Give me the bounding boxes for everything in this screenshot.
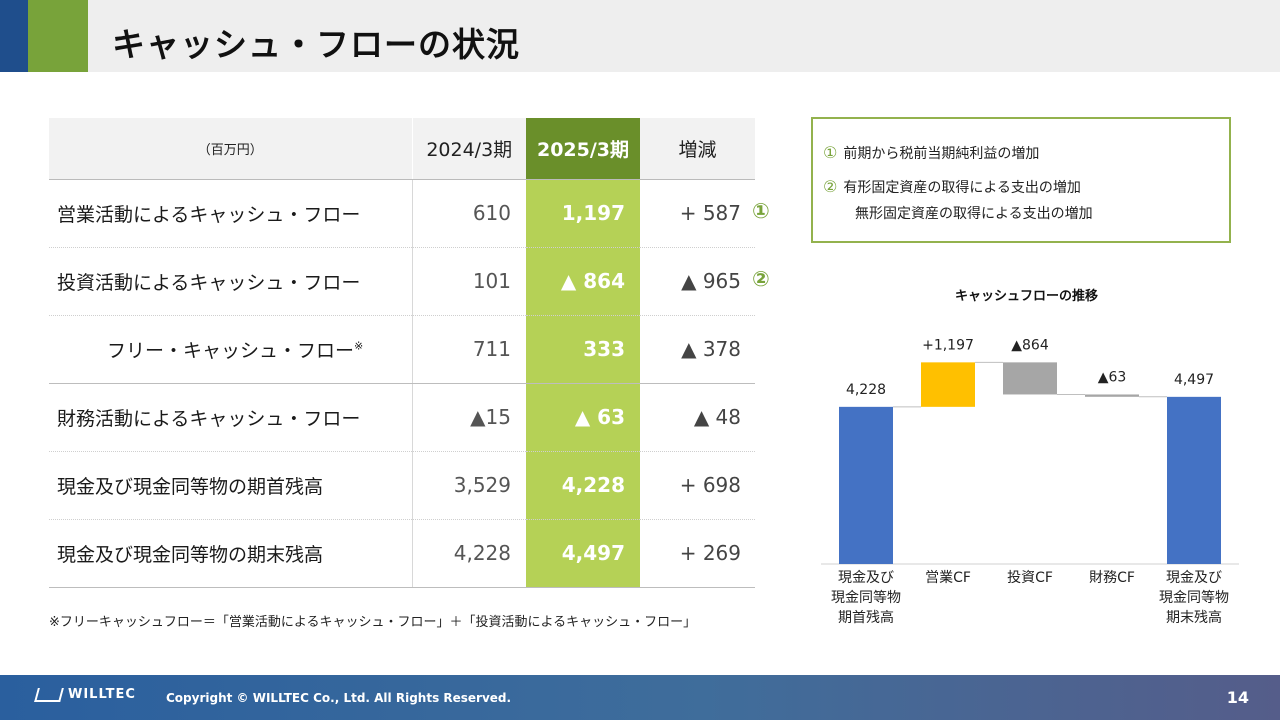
chart-bar [1167, 396, 1221, 564]
value-change: ▲ 378 [640, 315, 755, 384]
col-2024-header: 2024/3期 [411, 118, 526, 180]
value-change: + 269 [640, 519, 755, 588]
table-row: 営業活動によるキャッシュ・フロー 610 1,197 + 587 [49, 179, 755, 248]
note-text: 有形固定資産の取得による支出の増加 [843, 180, 1081, 196]
value-2025: 4,228 [526, 451, 640, 520]
table-row: 現金及び現金同等物の期末残高 4,228 4,497 + 269 [49, 519, 755, 588]
col-change-header: 増減 [640, 118, 755, 180]
value-2024: 711 [412, 315, 526, 384]
row-label-text: フリー・キャッシュ・フロー [107, 339, 355, 362]
chart-bar [1085, 394, 1139, 397]
chart-category-label: 投資CF [1007, 570, 1053, 586]
value-change: ▲ 965 [640, 247, 755, 316]
chart-title: キャッシュフローの推移 [955, 289, 1099, 304]
note-item: 無形固定資産の取得による支出の増加 [855, 203, 1093, 223]
unit-header: （百万円） [49, 118, 412, 180]
row-label: フリー・キャッシュ・フロー※ [49, 315, 413, 384]
chart-category-label: 現金及び [1166, 570, 1222, 586]
chart-data-label: ▲864 [1011, 337, 1049, 353]
value-2025: 333 [526, 315, 640, 384]
chart-category-label: 期末残高 [1166, 609, 1222, 626]
chart-category-label: 現金同等物 [831, 589, 901, 606]
chart-bar [839, 406, 893, 564]
value-2025: 4,497 [526, 519, 640, 588]
row-label: 財務活動によるキャッシュ・フロー [49, 383, 413, 452]
header-accent-blue [0, 0, 28, 72]
chart-category-label: 財務CF [1089, 570, 1135, 586]
chart-data-label: ▲63 [1098, 369, 1127, 385]
logo-mark-icon [34, 687, 64, 702]
value-2024: 3,529 [412, 451, 526, 520]
value-2025: ▲ 864 [526, 247, 640, 316]
value-2024: 4,228 [412, 519, 526, 588]
row-label: 現金及び現金同等物の期首残高 [49, 451, 413, 520]
page-title: キャッシュ・フローの状況 [112, 25, 520, 64]
chart-data-label: +1,197 [922, 337, 974, 353]
chart-category-label: 期首残高 [838, 609, 894, 626]
slide-header: キャッシュ・フローの状況 [0, 0, 1280, 72]
chart-category-label: 現金同等物 [1159, 589, 1229, 606]
value-2024: 101 [412, 247, 526, 316]
chart-bar [921, 362, 975, 407]
header-accent-green [28, 0, 88, 72]
value-change: ▲ 48 [640, 383, 755, 452]
note-text: 前期から税前当期純利益の増加 [843, 146, 1040, 162]
value-2025: ▲ 63 [526, 383, 640, 452]
notes-box: ① 前期から税前当期純利益の増加 ② 有形固定資産の取得による支出の増加 無形固定資… [811, 117, 1231, 243]
copyright-text: Copyright © WILLTEC Co., Ltd. All Rights… [166, 691, 512, 705]
note-marker-1: ① [752, 199, 770, 223]
row-label: 営業活動によるキャッシュ・フロー [49, 179, 413, 248]
col-2025-header: 2025/3期 [526, 118, 640, 180]
value-change: + 698 [640, 451, 755, 520]
chart-data-label: 4,497 [1174, 372, 1214, 388]
note-item: ② 有形固定資産の取得による支出の増加 [823, 177, 1081, 197]
page-number: 14 [1226, 688, 1249, 707]
value-change: + 587 [640, 179, 755, 248]
company-logo: WILLTEC [34, 687, 136, 702]
row-label: 現金及び現金同等物の期末残高 [49, 519, 413, 588]
slide-footer: WILLTEC Copyright © WILLTEC Co., Ltd. Al… [0, 675, 1280, 720]
cashflow-table: （百万円） 2024/3期 2025/3期 増減 営業活動によるキャッシュ・フロ… [49, 118, 755, 588]
value-2024: 610 [412, 179, 526, 248]
value-2025: 1,197 [526, 179, 640, 248]
chart-data-label: 4,228 [846, 382, 886, 398]
logo-text: WILLTEC [68, 687, 136, 702]
note-marker-2: ② [752, 267, 770, 291]
row-label: 投資活動によるキャッシュ・フロー [49, 247, 413, 316]
table-row: 投資活動によるキャッシュ・フロー 101 ▲ 864 ▲ 965 [49, 247, 755, 316]
value-2024: ▲15 [412, 383, 526, 452]
chart-category-label: 現金及び [838, 570, 894, 586]
table-row: 現金及び現金同等物の期首残高 3,529 4,228 + 698 [49, 451, 755, 520]
footnote-mark: ※ [354, 339, 364, 353]
note-number: ① [823, 143, 838, 162]
chart-bar [1003, 362, 1057, 395]
note-item: ① 前期から税前当期純利益の増加 [823, 143, 1039, 163]
chart-category-label: 営業CF [925, 570, 971, 586]
note-number: ② [823, 177, 838, 196]
table-header-row: （百万円） 2024/3期 2025/3期 増減 [49, 118, 755, 180]
footnote: ※フリーキャッシュフロー＝「営業活動によるキャッシュ・フロー」＋「投資活動による… [49, 615, 697, 630]
note-text: 無形固定資産の取得による支出の増加 [855, 206, 1093, 222]
table-row: フリー・キャッシュ・フロー※ 711 333 ▲ 378 [49, 315, 755, 384]
table-row: 財務活動によるキャッシュ・フロー ▲15 ▲ 63 ▲ 48 [49, 383, 755, 452]
